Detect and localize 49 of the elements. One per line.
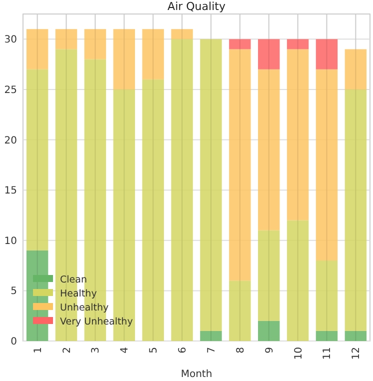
y-tick-label: 25 <box>4 84 17 96</box>
x-tick-label: 3 <box>90 347 102 354</box>
y-tick-label: 20 <box>4 135 17 146</box>
bar <box>84 29 106 60</box>
y-tick-label: 30 <box>4 34 17 46</box>
y-tick-label: 10 <box>4 236 17 247</box>
bar <box>258 320 280 341</box>
bar <box>142 29 164 80</box>
x-tick-label: 2 <box>62 347 73 354</box>
x-tick-label: 4 <box>120 347 131 354</box>
bar <box>229 280 251 341</box>
bar <box>258 230 280 321</box>
bar <box>26 29 48 70</box>
bar <box>26 69 48 250</box>
bar <box>316 260 338 331</box>
bar <box>171 39 193 341</box>
y-tick-label: 5 <box>10 286 17 298</box>
bar <box>344 89 367 331</box>
x-tick-label: 8 <box>235 347 246 354</box>
x-axis-title: Month <box>180 369 212 380</box>
bar <box>344 330 367 341</box>
x-tick-label: 12 <box>351 347 362 360</box>
x-tick-label: 6 <box>178 347 189 354</box>
x-tick-label: 5 <box>148 347 160 354</box>
bar <box>200 330 222 341</box>
bar <box>344 49 367 90</box>
bar <box>286 39 309 50</box>
chart-title: Air Quality <box>168 0 226 13</box>
bar <box>258 39 280 70</box>
bar <box>286 220 309 341</box>
x-tick-label: 9 <box>264 347 276 354</box>
bar <box>229 49 251 281</box>
bar <box>200 39 222 331</box>
y-tick-label: 15 <box>4 186 17 197</box>
bar <box>316 69 338 261</box>
bar <box>229 39 251 50</box>
bar <box>113 29 135 90</box>
x-tick-label: 1 <box>32 347 44 354</box>
bar <box>142 79 164 341</box>
x-tick-label: 11 <box>322 347 334 360</box>
bar <box>316 39 338 70</box>
bar <box>171 29 193 40</box>
x-tick-label: 10 <box>293 347 304 360</box>
bar <box>258 69 280 230</box>
bar <box>55 29 78 50</box>
y-tick-label: 0 <box>10 336 17 348</box>
bar <box>316 330 338 341</box>
bar <box>286 49 309 220</box>
x-tick-label: 7 <box>206 347 218 354</box>
